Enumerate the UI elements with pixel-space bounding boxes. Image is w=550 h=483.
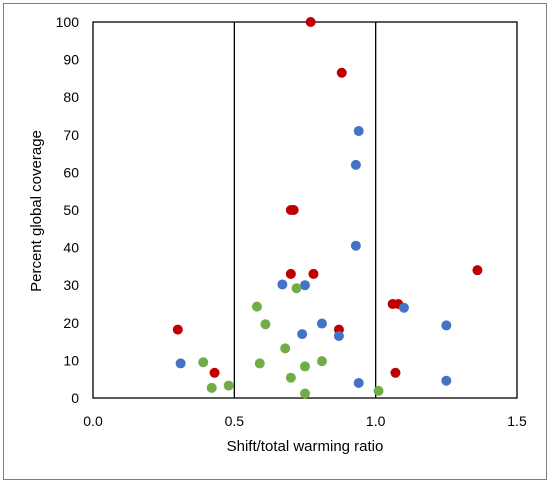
data-point <box>300 280 310 291</box>
x-axis-title: Shift/total warming ratio <box>227 438 384 455</box>
x-tick-label: 1.5 <box>507 413 527 429</box>
data-point <box>285 372 296 383</box>
data-point <box>316 318 327 329</box>
y-tick-label: 100 <box>56 14 80 30</box>
data-point <box>277 279 288 290</box>
data-point <box>390 367 401 378</box>
data-point <box>350 159 361 170</box>
y-tick-label: 50 <box>63 202 79 218</box>
y-tick-label: 90 <box>63 52 79 68</box>
x-tick-label: 0.0 <box>83 413 103 429</box>
data-point <box>316 356 327 367</box>
data-point <box>373 385 384 396</box>
y-tick-label: 40 <box>63 240 79 256</box>
data-point <box>285 268 296 279</box>
y-tick-label: 10 <box>63 352 79 368</box>
y-tick-label: 70 <box>63 127 79 143</box>
data-point <box>333 330 344 341</box>
data-point <box>291 283 302 294</box>
data-point <box>206 382 217 393</box>
data-point <box>398 302 409 313</box>
y-tick-label: 30 <box>63 277 79 293</box>
data-point <box>308 268 319 279</box>
data-point <box>175 358 186 369</box>
data-point <box>353 377 364 388</box>
data-point <box>297 329 308 340</box>
data-point <box>336 67 347 78</box>
data-point <box>305 17 316 27</box>
data-point <box>441 320 452 331</box>
x-tick-label: 1.0 <box>366 413 386 429</box>
data-point <box>209 367 220 378</box>
data-point <box>350 240 361 251</box>
y-tick-label: 60 <box>63 164 79 180</box>
data-point <box>251 301 262 312</box>
data-point <box>441 375 452 386</box>
data-point <box>288 205 299 215</box>
y-tick-label: 0 <box>71 390 79 406</box>
data-point <box>472 265 483 276</box>
data-point <box>353 126 364 137</box>
data-point <box>198 357 209 368</box>
chart-border <box>3 3 547 480</box>
data-point <box>280 343 291 354</box>
y-tick-label: 80 <box>63 89 79 105</box>
y-axis-title: Percent global coverage <box>28 130 45 292</box>
data-point <box>254 358 265 369</box>
y-tick-label: 20 <box>63 315 79 331</box>
data-point <box>300 388 310 399</box>
data-point <box>172 324 183 335</box>
data-point <box>223 380 234 391</box>
data-point <box>260 319 271 330</box>
data-point <box>300 361 310 372</box>
x-tick-label: 0.5 <box>225 413 245 429</box>
